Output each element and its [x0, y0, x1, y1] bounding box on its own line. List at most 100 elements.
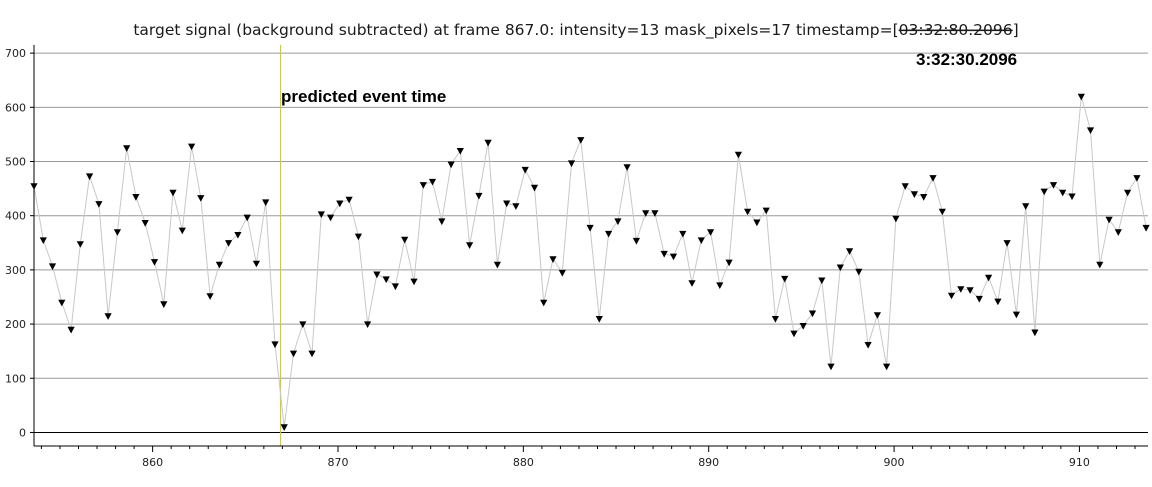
data-point [336, 200, 344, 208]
data-point [419, 182, 427, 189]
y-tick-label: 100 [5, 372, 26, 385]
data-point [1124, 189, 1132, 197]
data-point [484, 139, 492, 147]
x-tick-label: 910 [1069, 456, 1090, 469]
data-point [1142, 224, 1150, 232]
data-point [76, 241, 84, 248]
data-point [382, 276, 390, 284]
data-point [160, 301, 168, 308]
data-point [985, 274, 993, 282]
data-point [873, 312, 881, 319]
y-tick-label: 600 [5, 101, 26, 114]
data-point [744, 208, 752, 216]
data-point [354, 233, 362, 241]
data-point [595, 316, 603, 323]
y-tick-label: 400 [5, 210, 26, 223]
x-tick-label: 890 [698, 456, 719, 469]
data-point [1022, 203, 1030, 210]
data-point [1077, 93, 1085, 101]
data-point [243, 214, 251, 222]
data-point [827, 363, 835, 371]
data-point [1114, 229, 1122, 236]
data-point [929, 175, 937, 182]
data-point [95, 201, 103, 208]
x-tick-label: 880 [513, 456, 534, 469]
chart-title-prefix: target signal (background subtracted) at… [133, 21, 898, 40]
data-point [373, 271, 381, 279]
data-point [197, 195, 205, 202]
data-point [1096, 261, 1104, 269]
data-point [938, 208, 946, 216]
chart-title-struck: 03:32:80.2096 [899, 21, 1013, 39]
data-point [141, 220, 149, 227]
data-point [503, 200, 511, 208]
data-point [67, 326, 75, 334]
chart-title: target signal (background subtracted) at… [133, 21, 1018, 40]
data-point [697, 237, 705, 244]
data-point [1086, 127, 1095, 134]
data-point [466, 242, 474, 249]
data-point [966, 287, 974, 294]
data-point [512, 203, 520, 210]
data-point [910, 191, 918, 198]
y-tick-label: 500 [5, 156, 26, 169]
data-point [58, 299, 66, 307]
data-point [1049, 182, 1058, 189]
data-point [947, 292, 956, 300]
data-point [225, 240, 233, 247]
data-point [123, 145, 131, 152]
data-point [169, 189, 177, 197]
data-point [39, 237, 47, 244]
data-point [660, 250, 668, 258]
data-point [178, 227, 186, 235]
data-point [493, 261, 501, 269]
data-point [716, 282, 724, 289]
data-point [206, 293, 214, 300]
data-point [401, 236, 409, 244]
data-point [994, 298, 1002, 306]
data-point [669, 253, 678, 261]
data-series [30, 93, 1150, 431]
data-point [632, 237, 640, 245]
data-point [892, 215, 900, 223]
data-point [614, 218, 622, 226]
data-point [299, 321, 307, 328]
x-tick-label: 860 [142, 456, 163, 469]
chart-title-suffix: ] [1013, 21, 1019, 39]
data-point [753, 219, 761, 227]
data-point [113, 229, 121, 236]
data-point [975, 295, 983, 303]
data-point [150, 259, 159, 266]
x-tick-label: 870 [327, 456, 348, 469]
data-point [836, 264, 844, 272]
data-point [771, 316, 779, 323]
data-point [558, 269, 566, 277]
data-point [790, 330, 798, 338]
data-point [1040, 188, 1048, 196]
data-point [855, 268, 863, 276]
data-point [1068, 193, 1076, 201]
data-point [1031, 329, 1039, 337]
data-point [1012, 311, 1020, 319]
data-point [280, 424, 288, 431]
data-point [327, 214, 335, 222]
data-point [567, 160, 576, 168]
data-point [289, 350, 298, 358]
data-point [447, 161, 455, 169]
data-point [864, 342, 872, 349]
data-point [846, 248, 854, 255]
y-tick-label: 300 [5, 264, 26, 277]
data-point [577, 137, 585, 144]
data-point [456, 148, 464, 155]
data-point [234, 232, 242, 239]
data-point [605, 230, 613, 238]
data-point [883, 363, 891, 371]
data-point [818, 277, 826, 285]
data-point [734, 151, 742, 159]
data-point [920, 194, 928, 201]
data-point [410, 278, 418, 286]
data-point [688, 280, 696, 287]
data-point [262, 199, 270, 207]
data-point [428, 178, 437, 186]
